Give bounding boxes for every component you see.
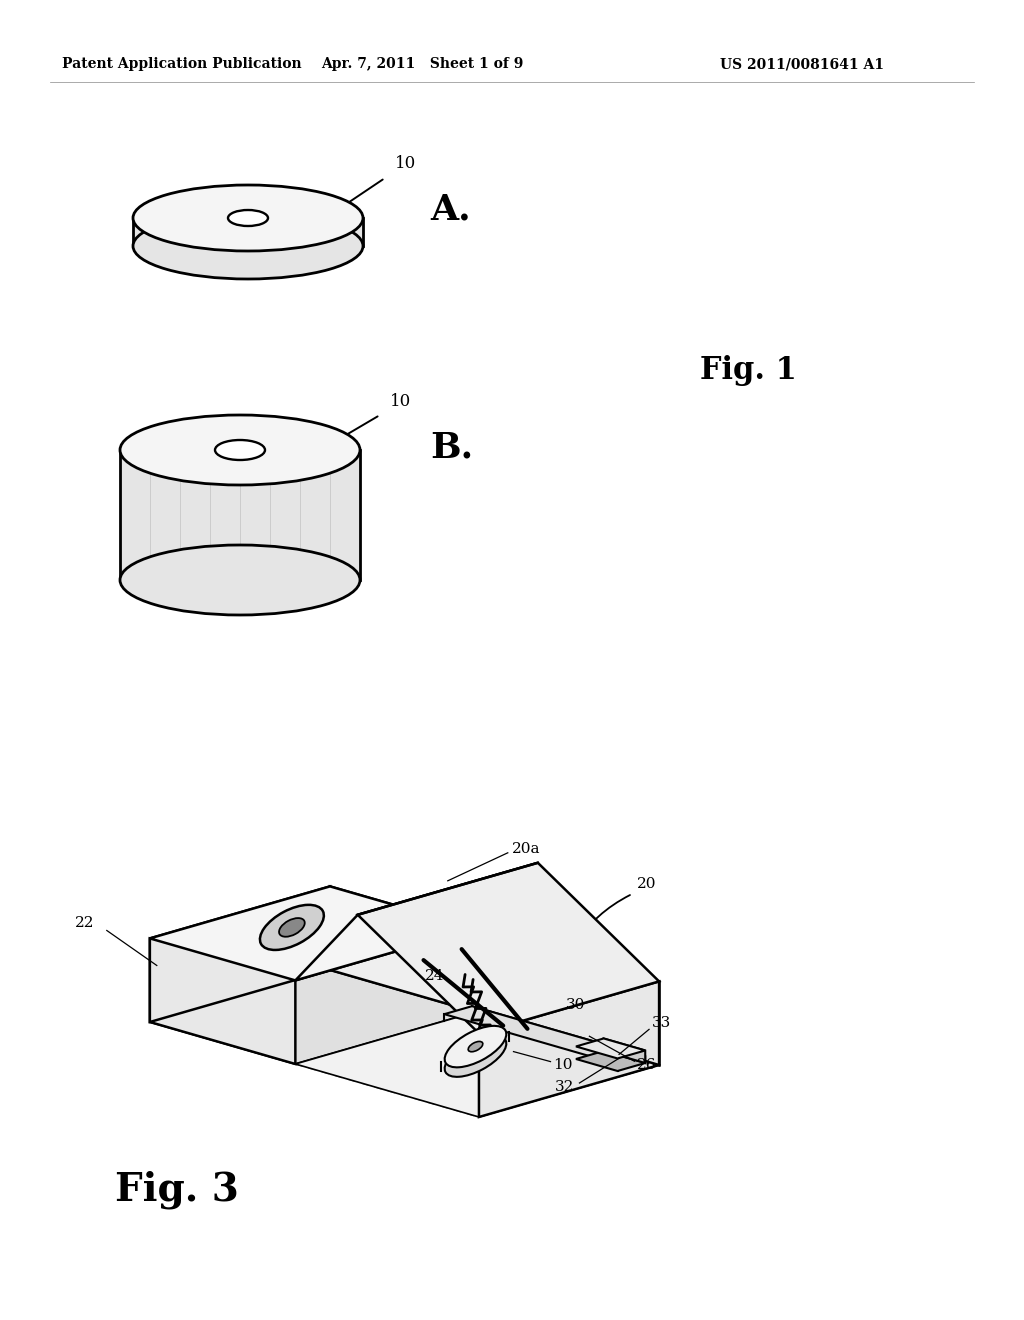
Text: 10: 10 [395, 156, 416, 173]
Ellipse shape [444, 1035, 506, 1077]
Polygon shape [479, 981, 659, 1117]
Text: Fig. 1: Fig. 1 [700, 355, 797, 385]
Ellipse shape [215, 440, 265, 459]
Text: 33: 33 [652, 1016, 672, 1031]
Ellipse shape [280, 919, 305, 937]
Text: B.: B. [430, 432, 473, 465]
Ellipse shape [133, 213, 362, 279]
Ellipse shape [260, 904, 324, 950]
Polygon shape [150, 887, 330, 1022]
Text: 20: 20 [637, 876, 656, 891]
Text: A.: A. [430, 193, 471, 227]
Text: 10: 10 [390, 392, 412, 409]
Polygon shape [295, 1012, 659, 1117]
Polygon shape [150, 887, 475, 981]
Text: Fig. 3: Fig. 3 [115, 1171, 239, 1209]
Polygon shape [357, 863, 659, 1034]
Text: 20a: 20a [512, 842, 541, 855]
Polygon shape [575, 1039, 645, 1059]
Text: 26: 26 [637, 1059, 657, 1072]
Ellipse shape [133, 185, 362, 251]
Text: 24: 24 [425, 969, 444, 982]
Polygon shape [120, 450, 360, 615]
Ellipse shape [228, 210, 268, 226]
Polygon shape [150, 939, 295, 1064]
Polygon shape [604, 1039, 645, 1063]
Text: 32: 32 [555, 1080, 574, 1094]
Polygon shape [150, 970, 475, 1064]
Ellipse shape [444, 1026, 506, 1068]
Text: Patent Application Publication: Patent Application Publication [62, 57, 302, 71]
Ellipse shape [120, 414, 360, 484]
Text: Apr. 7, 2011   Sheet 1 of 9: Apr. 7, 2011 Sheet 1 of 9 [321, 57, 523, 71]
Polygon shape [472, 1006, 645, 1063]
Text: 22: 22 [76, 916, 95, 931]
Polygon shape [444, 1006, 645, 1064]
Polygon shape [133, 218, 362, 279]
Polygon shape [295, 863, 538, 981]
Polygon shape [575, 1051, 645, 1071]
Text: US 2011/0081641 A1: US 2011/0081641 A1 [720, 57, 884, 71]
Ellipse shape [468, 1041, 482, 1052]
Text: 10: 10 [554, 1057, 573, 1072]
Ellipse shape [120, 545, 360, 615]
Text: 30: 30 [565, 998, 585, 1012]
Polygon shape [330, 887, 475, 1012]
